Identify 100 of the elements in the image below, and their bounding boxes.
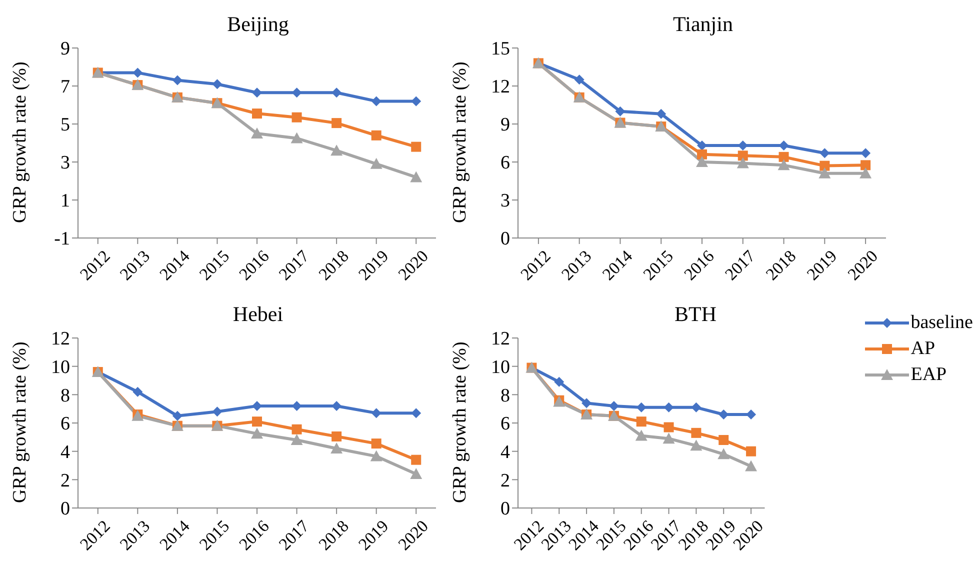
y-tick-label: 5 (60, 114, 70, 136)
point (330, 442, 343, 454)
point (292, 401, 302, 411)
y-tick-label: 6 (500, 414, 510, 435)
point (696, 156, 708, 167)
point (410, 468, 422, 479)
y-tick-label: 2 (500, 470, 510, 492)
point (818, 167, 831, 178)
y-tick-label: 9 (60, 38, 70, 60)
y-tick-label: 7 (60, 76, 70, 98)
point (332, 88, 342, 98)
point (332, 401, 342, 411)
point (371, 130, 382, 140)
point (736, 157, 749, 168)
point (860, 167, 872, 178)
y-tick-label: 12 (491, 76, 510, 98)
point (292, 112, 302, 122)
y-axis-title: GRP growth rate (%) (450, 342, 471, 503)
point (371, 438, 382, 449)
point (664, 422, 674, 432)
point (330, 144, 343, 156)
point (718, 435, 729, 445)
point (820, 160, 830, 171)
y-tick-label: 6 (500, 152, 510, 174)
point (172, 410, 182, 421)
y-tick-label: 4 (500, 442, 510, 464)
point (746, 446, 756, 456)
point (251, 428, 263, 439)
y-tick-label: 4 (60, 442, 70, 464)
point (290, 434, 303, 445)
point (411, 408, 422, 418)
point (582, 398, 592, 408)
point (212, 406, 222, 417)
point (292, 88, 302, 98)
point (718, 448, 730, 460)
point (370, 158, 382, 169)
point (778, 140, 789, 151)
y-tick-label: -1 (54, 228, 70, 250)
legend-label: EAP (910, 364, 947, 386)
point (745, 460, 758, 472)
point (574, 74, 584, 85)
point (738, 150, 748, 161)
point (636, 402, 646, 412)
point (664, 402, 674, 412)
point (636, 416, 646, 427)
y-tick-label: 3 (60, 152, 70, 174)
point (411, 454, 422, 465)
point (411, 96, 422, 106)
point (132, 68, 143, 78)
y-tick-label: 15 (491, 38, 510, 60)
y-tick-label: 3 (500, 190, 510, 212)
legend-label: AP (910, 338, 936, 360)
y-tick-label: 8 (500, 385, 510, 406)
y-axis-title: GRP growth rate (%) (10, 342, 31, 503)
y-tick-label: 0 (500, 228, 510, 250)
legend-label: baseline (910, 312, 973, 334)
point (370, 450, 382, 462)
point (778, 152, 789, 162)
point (371, 96, 382, 106)
point (252, 88, 262, 98)
point (371, 408, 382, 418)
point (554, 376, 564, 387)
point (252, 108, 262, 119)
point (697, 149, 707, 160)
point (691, 402, 702, 412)
point (860, 160, 871, 170)
y-tick-label: 2 (60, 470, 70, 492)
y-tick-label: 0 (500, 498, 510, 520)
point (615, 106, 626, 116)
point (691, 428, 702, 438)
point (411, 142, 422, 152)
point (662, 432, 675, 444)
y-tick-label: 1 (60, 190, 70, 212)
y-axis-title: GRP growth rate (%) (450, 62, 471, 223)
y-axis-title: GRP growth rate (%) (10, 62, 31, 223)
point (860, 148, 871, 158)
point (656, 108, 666, 119)
y-tick-label: 8 (60, 385, 70, 406)
point (608, 401, 619, 411)
point (820, 148, 830, 158)
point (746, 410, 756, 420)
point (212, 79, 222, 90)
point (332, 118, 342, 128)
chart-title: Hebei (232, 302, 284, 327)
y-tick-label: 10 (51, 357, 70, 378)
point (690, 440, 702, 451)
y-tick-label: 0 (60, 498, 70, 520)
point (635, 430, 648, 441)
chart-title: Tianjin (672, 12, 734, 37)
y-tick-label: 12 (491, 328, 510, 350)
point (252, 416, 262, 427)
point (292, 424, 302, 434)
y-tick-label: 12 (51, 328, 70, 350)
y-tick-label: 9 (500, 114, 510, 136)
point (410, 171, 422, 182)
point (252, 401, 262, 411)
y-tick-label: 6 (60, 414, 70, 435)
point (132, 386, 143, 397)
point (332, 431, 342, 442)
y-tick-label: 10 (491, 357, 510, 378)
